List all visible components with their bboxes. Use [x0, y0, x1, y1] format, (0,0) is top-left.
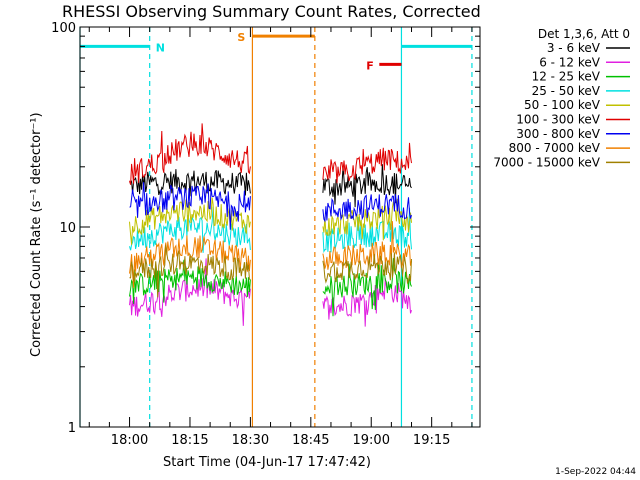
x-tick-label: 18:15	[171, 433, 208, 448]
legend-label: 50 - 100 keV	[524, 98, 601, 112]
series-line	[322, 142, 412, 184]
x-tick-label: 18:45	[292, 433, 329, 448]
legend-label: 6 - 12 keV	[539, 55, 601, 69]
interval-label: S	[237, 31, 245, 44]
y-tick-label: 10	[59, 221, 76, 236]
x-axis: 18:00 18:15 18:30 18:45 19:00 19:15	[88, 27, 473, 448]
legend-label: 100 - 300 keV	[516, 113, 600, 127]
series-line	[129, 182, 251, 230]
x-tick-label: 19:15	[413, 433, 450, 448]
legend-label: 25 - 50 keV	[532, 84, 601, 98]
legend-title: Det 1,3,6, Att 0	[538, 27, 630, 41]
y-axis: 1 10 100	[51, 21, 480, 436]
legend-label: 300 - 800 keV	[516, 127, 600, 141]
x-tick-label: 18:30	[232, 433, 269, 448]
interval-label: N	[156, 41, 165, 54]
series-line	[322, 164, 412, 208]
series-line	[322, 194, 412, 223]
series-line	[129, 244, 251, 298]
legend-label: 800 - 7000 keV	[509, 141, 601, 155]
series-line	[322, 207, 412, 254]
legend-label: 12 - 25 keV	[532, 70, 601, 84]
x-axis-label: Start Time (04-Jun-17 17:47:42)	[163, 455, 371, 470]
legend-label: 3 - 6 keV	[547, 41, 601, 55]
plot-area: N S F	[79, 27, 473, 427]
series-line	[322, 221, 412, 270]
legend-label: 7000 - 15000 keV	[493, 155, 600, 169]
x-tick-label: 19:00	[353, 433, 390, 448]
y-axis-label: Corrected Count Rate (s⁻¹ detector⁻¹)	[29, 112, 44, 357]
footer-timestamp: 1-Sep-2022 04:44	[555, 467, 636, 477]
x-tick-label: 18:00	[111, 433, 148, 448]
chart-title: RHESSI Observing Summary Count Rates, Co…	[62, 2, 481, 21]
series-line	[322, 258, 412, 317]
y-tick-label: 100	[51, 21, 76, 36]
series-line	[322, 198, 412, 241]
series-line	[129, 169, 251, 197]
y-tick-label: 1	[68, 421, 76, 436]
series-line	[322, 278, 412, 327]
series-line	[129, 206, 251, 253]
series-line	[129, 259, 251, 304]
interval-label: F	[366, 59, 374, 72]
series-line	[129, 258, 251, 326]
series-line	[129, 123, 251, 185]
series-line	[322, 252, 412, 284]
plot-frame	[79, 26, 481, 428]
